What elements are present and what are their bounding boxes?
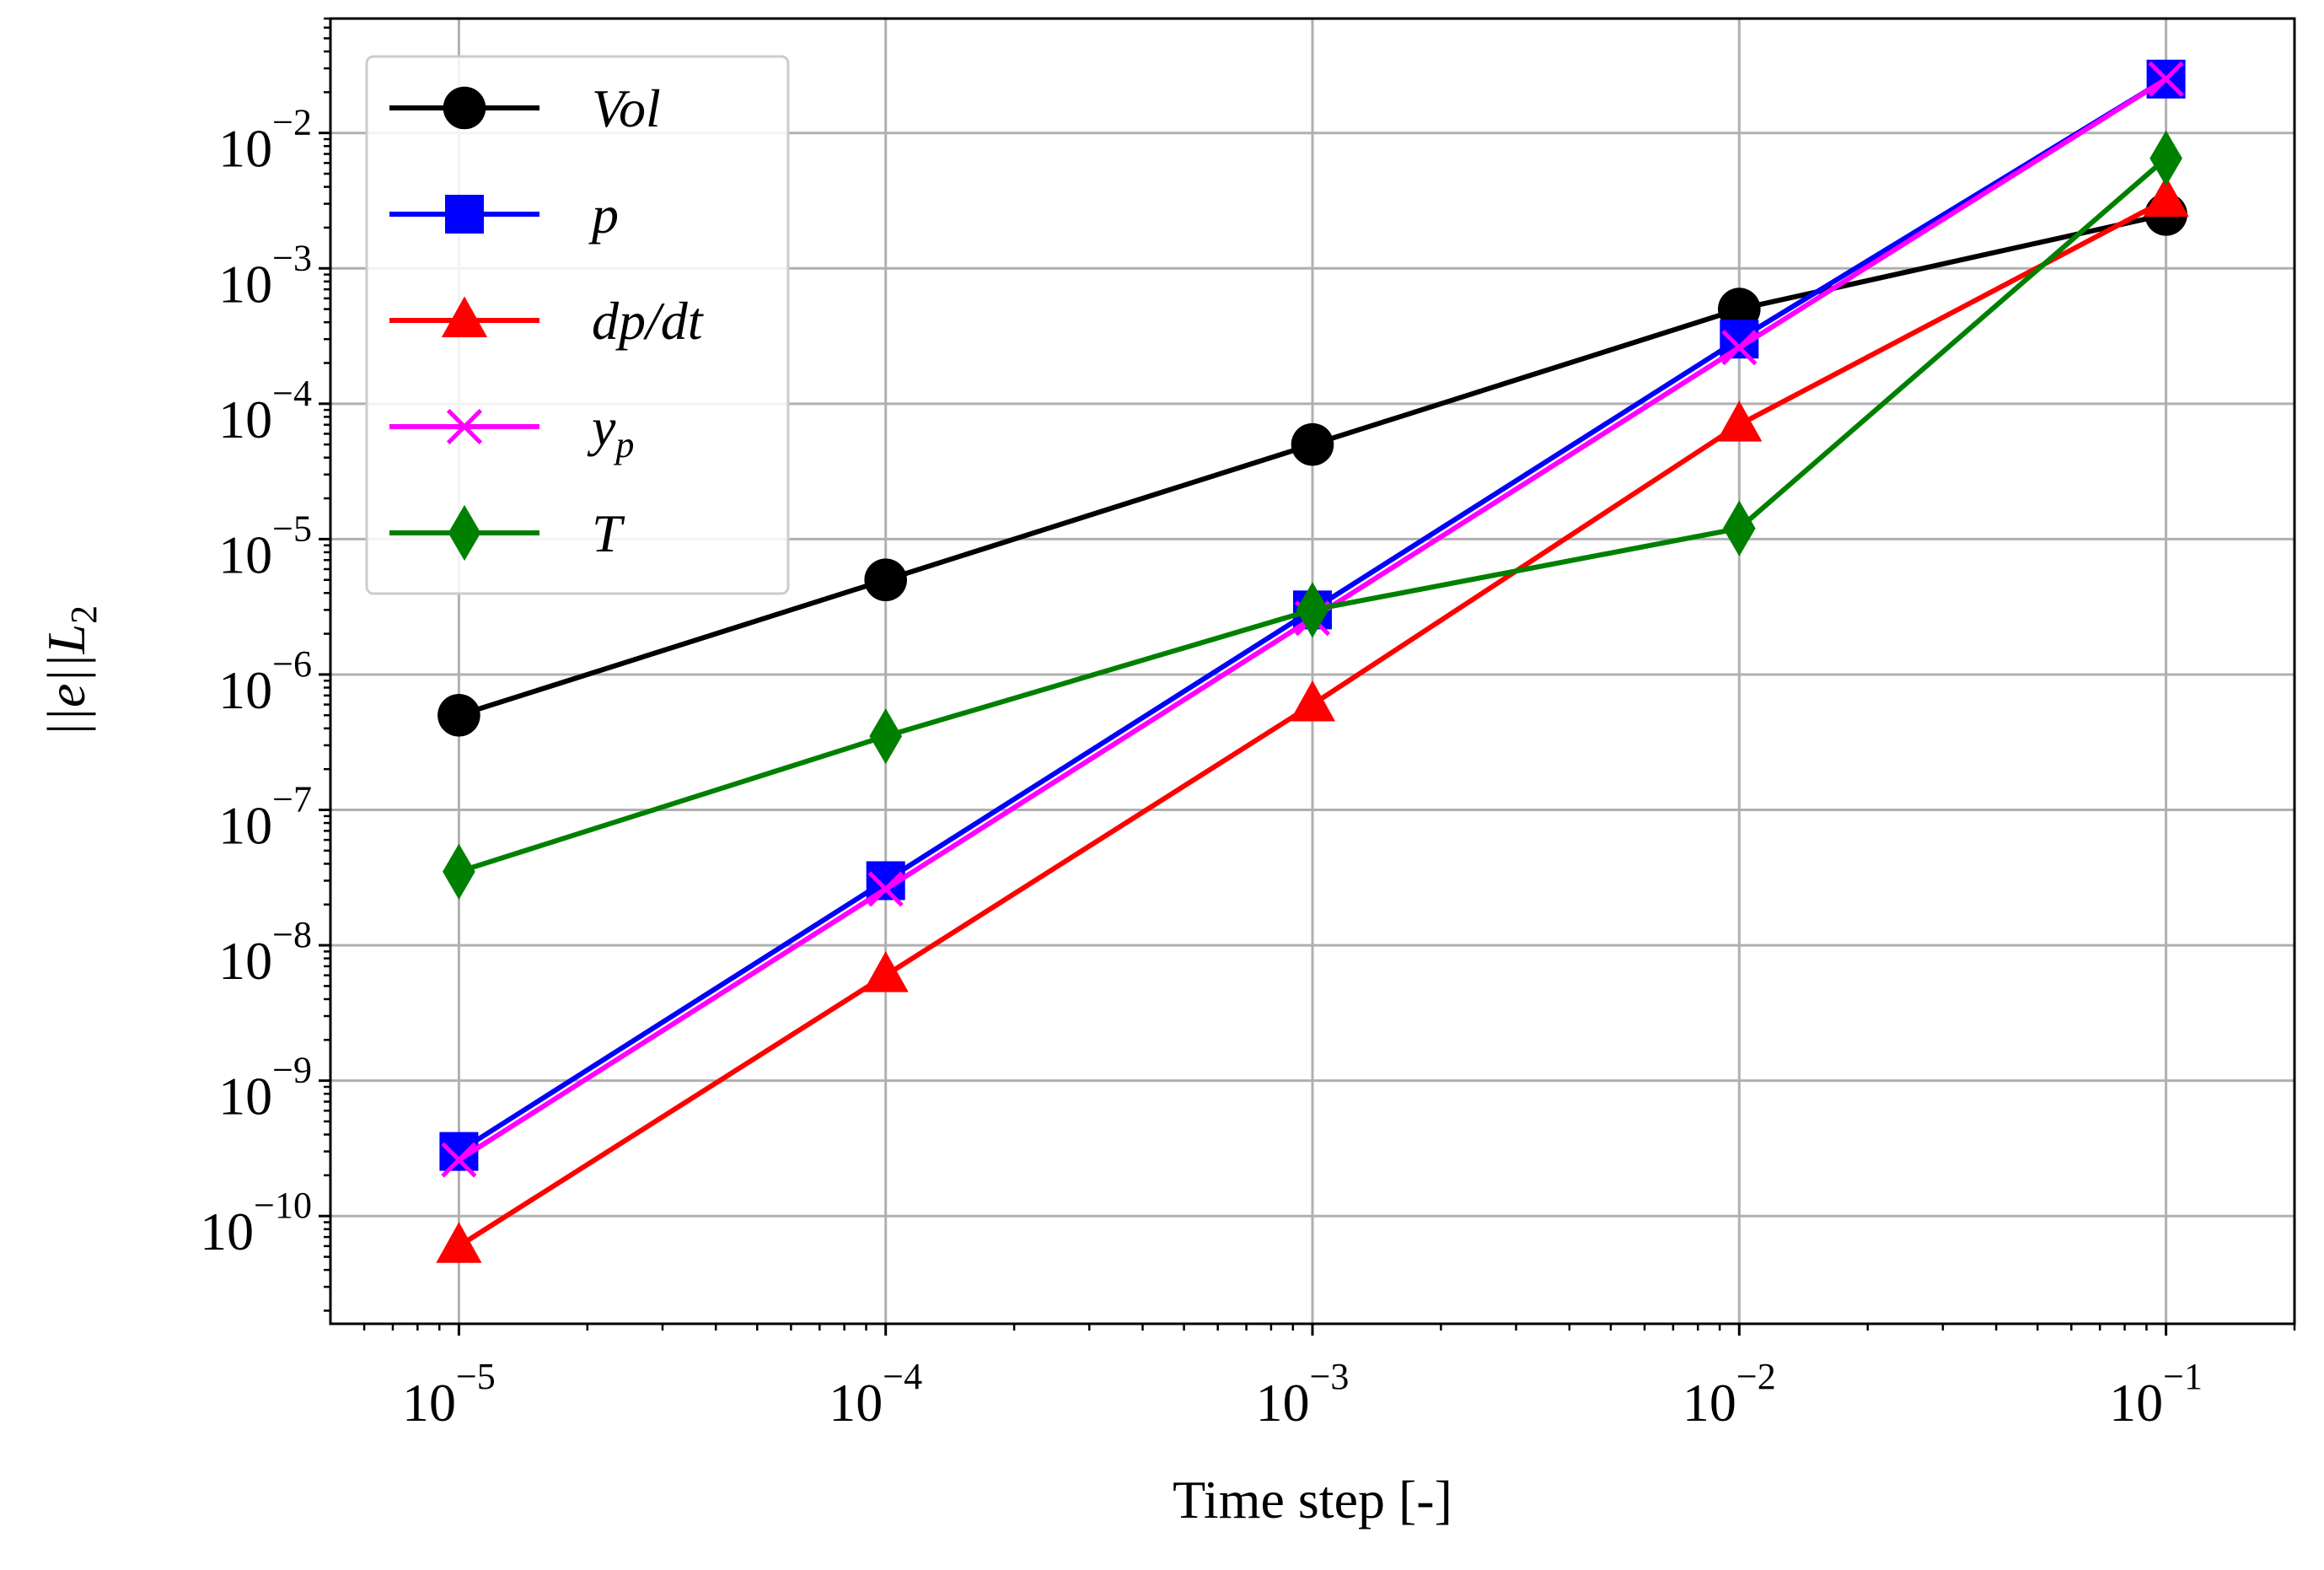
x-tick-base: 10 [2109,1373,2163,1433]
x-tick-label: 10−1 [2109,1356,2203,1433]
x-tick-exponent: −5 [456,1356,496,1397]
series-layer [436,59,2189,1263]
legend-label-main: y [587,397,616,457]
y-tick-exponent: −2 [272,102,312,143]
data-point [2148,61,2184,97]
data-point [864,558,908,602]
y-tick-base: 10 [218,119,272,179]
y-tick-base: 10 [218,390,272,449]
legend-marker [448,504,481,562]
x-axis-title: Time step [-] [1173,1470,1452,1530]
y-tick-label: 10−8 [218,914,312,991]
y-tick-exponent: −5 [272,508,312,549]
y-tick-base: 10 [218,1067,272,1126]
legend-entry: Vol [389,78,661,138]
x-tick-base: 10 [1256,1373,1310,1433]
x-tick-base: 10 [1683,1373,1736,1433]
data-point [1721,330,1758,366]
data-point [436,1222,482,1263]
x-tick-label: 10−2 [1683,1356,1776,1433]
data-point [1289,680,1336,722]
legend-box [365,55,790,595]
x-tick-exponent: −1 [2163,1356,2203,1397]
data-point [2143,175,2189,218]
legend-label-main: p [588,185,619,245]
y-axis-title: ||e||L2 [36,605,105,737]
minor-ticks [324,17,2296,1331]
data-point [1291,422,1334,466]
y-tick-base: 10 [218,524,272,584]
y-tick-label: 10−7 [218,779,312,856]
legend-entry: yp [389,397,634,465]
legend-label: T [592,503,625,563]
series-0 [437,193,2187,737]
legend-marker [446,408,483,445]
y-tick-exponent: −4 [272,373,312,414]
y-tick-base: 10 [218,254,272,314]
y-axis-title-sub: 2 [63,605,105,624]
legend-label: yp [587,397,634,465]
y-tick-base: 10 [218,796,272,856]
y-tick-label: 10−4 [218,373,312,449]
legend-marker [445,195,484,234]
y-axis-title-main: ||e||L [36,624,96,737]
y-tick-exponent: −7 [272,779,312,820]
legend-label-sub: p [613,424,634,465]
legend-marker [441,296,488,337]
legend-label: Vol [592,78,661,138]
series-4 [443,130,2182,900]
y-tick-base: 10 [218,660,272,720]
y-tick-base: 10 [200,1202,254,1261]
data-point [437,693,480,737]
y-tick-exponent: −10 [254,1185,312,1226]
y-tick-exponent: −6 [272,643,312,685]
y-tick-base: 10 [218,931,272,991]
legend-label-main: T [592,503,625,563]
y-tick-label: 10−9 [218,1050,312,1126]
series-2 [436,175,2189,1263]
data-point [1296,582,1329,638]
data-point [1716,401,1763,442]
legend-label-main: Vol [592,78,661,138]
x-tick-label: 10−4 [829,1356,922,1433]
y-tick-exponent: −9 [272,1050,312,1091]
y-tick-label: 10−2 [218,102,312,179]
data-point [869,708,903,765]
legend-entry: T [389,503,625,563]
y-tick-label: 10−3 [218,237,312,314]
legend-label: dp/dt [592,291,705,351]
y-tick-label: 10−6 [218,643,312,720]
data-point [443,843,475,900]
y-tick-label: 10−10 [200,1185,312,1261]
legend-label-main: dp/dt [592,291,705,351]
x-tick-exponent: −2 [1736,1356,1776,1397]
data-point [862,951,909,992]
legend-label: p [588,185,619,245]
major-ticks [319,132,2168,1336]
x-tick-label: 10−3 [1256,1356,1350,1433]
data-point [867,871,904,907]
data-point [1722,500,1756,556]
x-tick-exponent: −4 [883,1356,922,1397]
legend-entry: p [389,185,619,245]
x-tick-exponent: −3 [1310,1356,1350,1397]
legend-marker [443,86,486,130]
data-point [2150,130,2182,186]
legend-entry: dp/dt [389,291,705,351]
x-tick-base: 10 [402,1373,456,1433]
x-tick-labels: 10−5 10−4 10−3 10−2 10−1 [402,1356,2203,1433]
x-tick-label: 10−5 [402,1356,496,1433]
y-tick-exponent: −3 [272,237,312,278]
x-tick-base: 10 [829,1373,883,1433]
y-tick-exponent: −8 [272,914,312,955]
y-tick-label: 10−5 [218,508,312,584]
data-point [441,1142,477,1178]
